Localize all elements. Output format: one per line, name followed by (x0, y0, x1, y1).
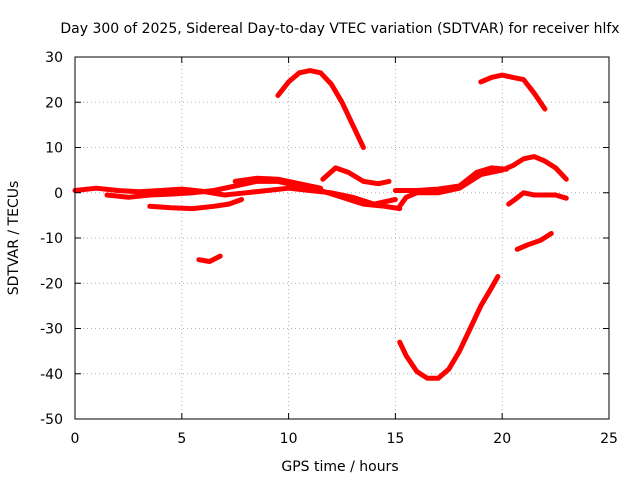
series-trace-10 (478, 72, 548, 112)
y-axis-label: SDTVAR / TECUs (6, 181, 22, 296)
chart-title: Day 300 of 2025, Sidereal Day-to-day VTE… (60, 21, 619, 37)
y-tick-label: -10 (40, 231, 63, 247)
x-tick-labels: 0 5 10 15 20 25 (71, 431, 618, 447)
y-tick-label: -40 (40, 367, 63, 383)
series-trace-11 (506, 190, 569, 207)
series-trace-2 (104, 178, 403, 212)
y-tick-labels: -50 -40 -30 -20 -10 0 10 20 30 (40, 50, 63, 428)
series-trace-4 (232, 175, 324, 191)
series-trace-7 (320, 165, 392, 187)
x-tick-label: 15 (386, 431, 404, 447)
series-trace-13 (397, 274, 501, 381)
x-axis-label: GPS time / hours (281, 459, 398, 475)
series-trace-3 (147, 197, 245, 212)
x-tick-label: 5 (177, 431, 186, 447)
plot-series (72, 68, 569, 381)
y-tick-label: 10 (45, 141, 63, 157)
y-tick-label: -50 (40, 412, 63, 428)
x-tick-label: 10 (280, 431, 298, 447)
y-tick-label: 20 (45, 95, 63, 111)
series-trace-8 (397, 154, 569, 209)
x-tick-label: 0 (71, 431, 80, 447)
series-trace-6 (275, 68, 366, 150)
series-trace-9 (392, 165, 509, 193)
y-tick-label: -20 (40, 276, 63, 292)
series-trace-12 (514, 231, 554, 252)
grid (75, 57, 609, 419)
y-tick-label: 30 (45, 50, 63, 66)
x-tick-label: 25 (600, 431, 618, 447)
x-tick-label: 20 (493, 431, 511, 447)
axis-ticks (74, 56, 610, 420)
y-tick-label: -30 (40, 322, 63, 338)
series-trace-5 (196, 253, 223, 264)
y-tick-label: 0 (54, 186, 63, 202)
